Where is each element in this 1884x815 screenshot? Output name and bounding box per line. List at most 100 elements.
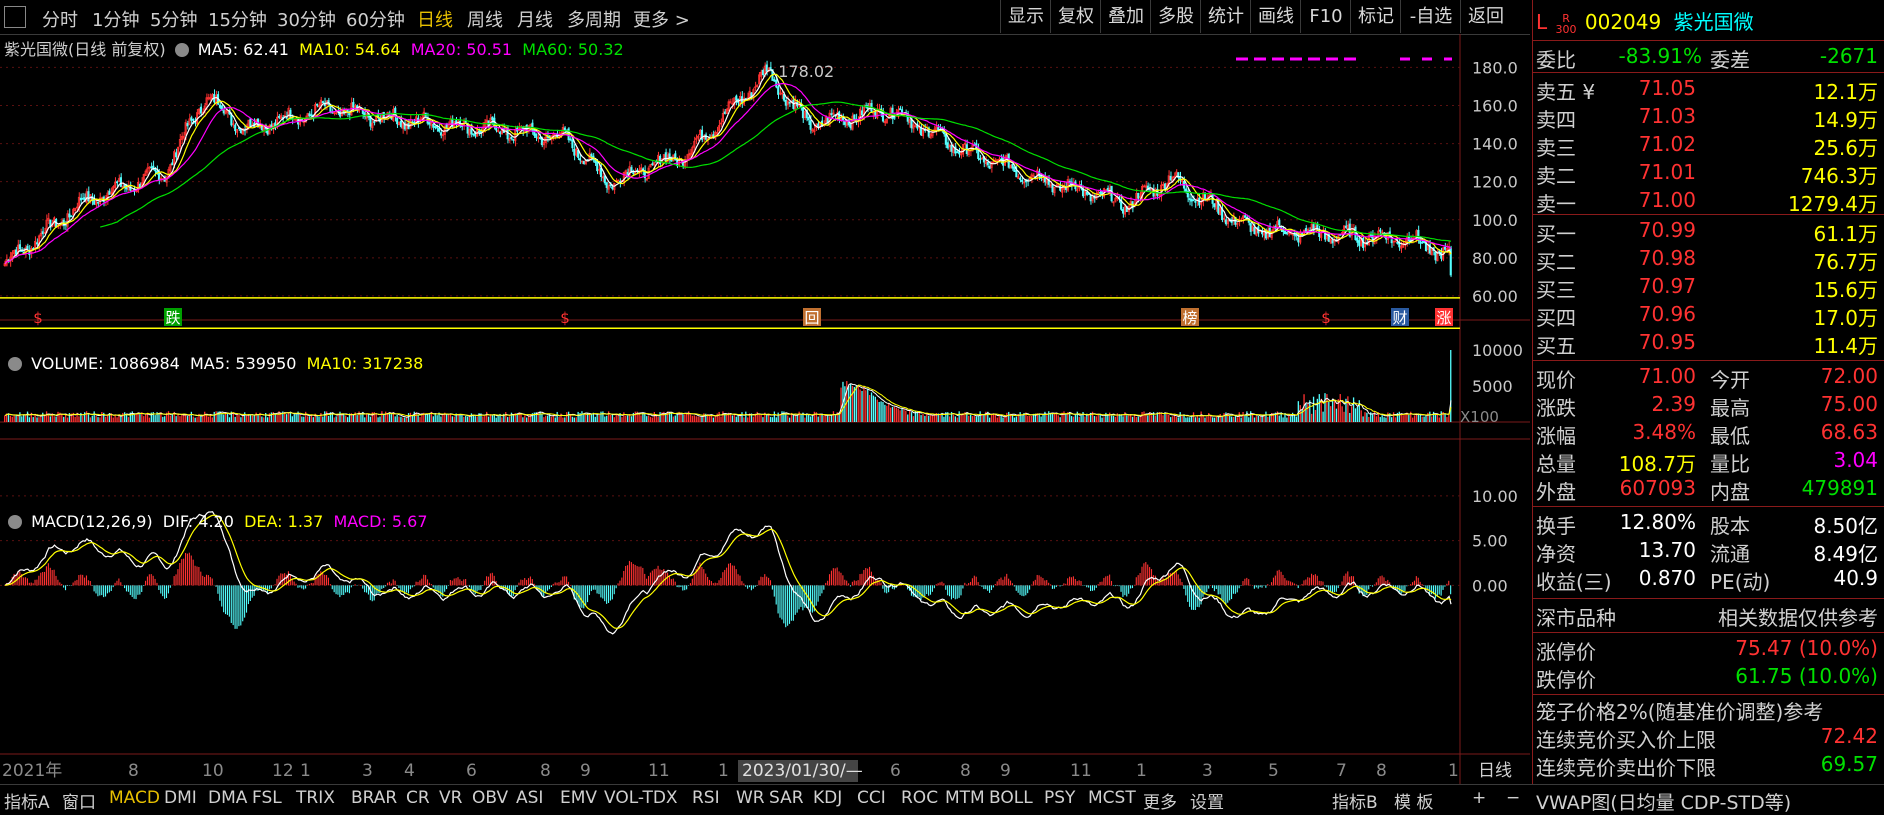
indicator-tab-更多[interactable]: 更多 bbox=[1143, 793, 1177, 813]
indicator-tab-窗口[interactable]: 窗口 bbox=[62, 793, 96, 813]
indicator-tab-cci[interactable]: CCI bbox=[857, 788, 886, 808]
volume-bar bbox=[912, 416, 915, 422]
candle-body bbox=[401, 122, 404, 129]
volume-bar bbox=[1280, 412, 1282, 422]
candle-body bbox=[758, 74, 761, 85]
volume-bar bbox=[1078, 416, 1080, 422]
indicator-tab-asi[interactable]: ASI bbox=[516, 788, 544, 808]
macd-histogram-bar bbox=[268, 585, 270, 590]
volume-bar bbox=[1196, 415, 1198, 422]
draw-line-button[interactable]: 画线 bbox=[1250, 0, 1301, 33]
stat-label: 最高 bbox=[1710, 396, 1750, 420]
volume-toggle-icon[interactable] bbox=[8, 357, 22, 371]
indicator-tab-psy[interactable]: PSY bbox=[1044, 788, 1076, 808]
candle-body bbox=[1129, 201, 1132, 206]
legend-toggle-icon[interactable] bbox=[174, 43, 189, 57]
mark-button[interactable]: 标记 bbox=[1350, 0, 1401, 33]
volume-bar bbox=[505, 412, 507, 422]
indicator-tab-dmi[interactable]: DMI bbox=[164, 788, 197, 808]
volume-bar bbox=[137, 413, 139, 422]
template-tab[interactable]: 模 板 bbox=[1394, 793, 1434, 813]
macd-histogram-bar bbox=[1112, 585, 1114, 586]
indicator-tab-wr[interactable]: WR bbox=[736, 788, 765, 808]
candle-body bbox=[218, 104, 222, 108]
indicator-tab-dma[interactable]: DMA bbox=[208, 788, 248, 808]
event-marker: 涨 bbox=[1436, 309, 1451, 327]
indicator-tab-boll[interactable]: BOLL bbox=[989, 788, 1033, 808]
indicator-tab-mcst[interactable]: MCST bbox=[1088, 788, 1136, 808]
indicator-tab-cr[interactable]: CR bbox=[406, 788, 430, 808]
macd-toggle-icon[interactable] bbox=[8, 515, 22, 529]
macd-histogram-bar bbox=[45, 566, 48, 586]
volume-bar bbox=[1333, 401, 1336, 422]
tab-30min[interactable]: 30分钟 bbox=[277, 10, 336, 31]
volume-bar bbox=[941, 412, 943, 422]
indicator-tab-roc[interactable]: ROC bbox=[901, 788, 939, 808]
tab-5min[interactable]: 5分钟 bbox=[150, 10, 198, 31]
overlay-button[interactable]: 叠加 bbox=[1100, 0, 1151, 33]
candle-body bbox=[409, 120, 412, 128]
remove-pane-button[interactable]: − bbox=[1506, 788, 1521, 808]
volume-bar bbox=[1234, 416, 1237, 422]
indicator-tab-rsi[interactable]: RSI bbox=[692, 788, 720, 808]
indicator-tab-obv[interactable]: OBV bbox=[472, 788, 509, 808]
volume-bar bbox=[1017, 413, 1019, 422]
f10-button[interactable]: F10 bbox=[1300, 0, 1351, 33]
vwap-tab[interactable]: VWAP图(日均量 CDP-STD等) bbox=[1536, 792, 1792, 814]
tab-daily[interactable]: 日线 bbox=[417, 10, 453, 31]
multi-stock-button[interactable]: 多股 bbox=[1150, 0, 1201, 33]
indicator-tab-vol-tdx[interactable]: VOL-TDX bbox=[604, 788, 678, 808]
macd-histogram-bar bbox=[928, 585, 930, 596]
volume-bar bbox=[882, 402, 884, 422]
indicator-tab-emv[interactable]: EMV bbox=[560, 788, 598, 808]
volume-bar bbox=[775, 417, 777, 422]
ask-label: 卖二 bbox=[1536, 164, 1576, 188]
macd-histogram-bar bbox=[585, 585, 587, 606]
bid-row: 买一 70.99 61.1万 bbox=[1534, 218, 1880, 246]
display-button[interactable]: 显示 bbox=[1000, 0, 1051, 33]
add-pane-button[interactable]: + bbox=[1472, 788, 1487, 808]
adjust-button[interactable]: 复权 bbox=[1050, 0, 1101, 33]
volume-bar bbox=[148, 417, 151, 422]
indicator-tab-指标a[interactable]: 指标A bbox=[4, 793, 50, 813]
indicator-tab-macd[interactable]: MACD bbox=[109, 788, 160, 808]
volume-bar bbox=[1322, 411, 1324, 422]
ask-volume: 1279.4万 bbox=[1788, 192, 1878, 216]
tab-60min[interactable]: 60分钟 bbox=[346, 10, 405, 31]
candle-body bbox=[319, 99, 322, 106]
tab-monthly[interactable]: 月线 bbox=[517, 10, 553, 31]
indicator-tab-vr[interactable]: VR bbox=[439, 788, 463, 808]
volume-bar bbox=[247, 414, 250, 422]
volume-bar bbox=[920, 415, 922, 422]
volume-bar bbox=[1276, 411, 1279, 422]
indicator-tab-sar[interactable]: SAR bbox=[769, 788, 804, 808]
tab-weekly[interactable]: 周线 bbox=[467, 10, 503, 31]
stats-button[interactable]: 统计 bbox=[1200, 0, 1251, 33]
indicator-tab-kdj[interactable]: KDJ bbox=[813, 788, 843, 808]
macd-histogram-bar bbox=[1185, 585, 1187, 596]
macd-histogram-bar bbox=[691, 578, 693, 586]
tab-15min[interactable]: 15分钟 bbox=[208, 10, 267, 31]
panel-toggle-icon[interactable] bbox=[4, 6, 26, 28]
volume-bar bbox=[1274, 412, 1277, 422]
indicator-tab-fsl[interactable]: FSL bbox=[252, 788, 282, 808]
watchlist-button[interactable]: -自选 bbox=[1400, 0, 1461, 33]
tab-more[interactable]: 更多 > bbox=[633, 10, 690, 31]
indicator-tab-brar[interactable]: BRAR bbox=[351, 788, 398, 808]
volume-bar bbox=[221, 414, 223, 422]
back-button[interactable]: 返回 bbox=[1460, 0, 1511, 33]
candle-body bbox=[733, 97, 736, 106]
candle-body bbox=[853, 114, 856, 120]
indicator-tab-mtm[interactable]: MTM bbox=[945, 788, 985, 808]
volume-bar bbox=[1396, 412, 1399, 422]
tab-multi-period[interactable]: 多周期 bbox=[567, 10, 621, 31]
indicator-b-tab[interactable]: 指标B bbox=[1332, 793, 1378, 813]
macd-histogram-bar bbox=[125, 585, 128, 592]
macd-histogram-bar bbox=[1131, 585, 1134, 589]
weicha-label: 委差 bbox=[1710, 48, 1750, 72]
indicator-tab-设置[interactable]: 设置 bbox=[1190, 793, 1224, 813]
tab-fenshi[interactable]: 分时 bbox=[42, 10, 78, 31]
indicator-tab-trix[interactable]: TRIX bbox=[296, 788, 335, 808]
tab-1min[interactable]: 1分钟 bbox=[92, 10, 140, 31]
